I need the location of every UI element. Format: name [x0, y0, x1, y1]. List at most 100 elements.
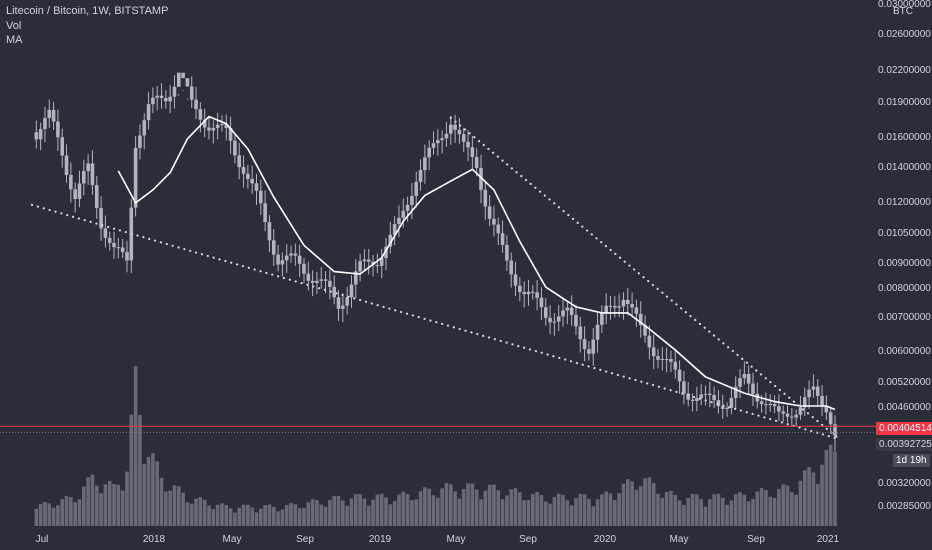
candle-body — [824, 406, 829, 413]
candle — [103, 215, 108, 248]
volume-bar — [280, 509, 285, 526]
candle-body — [94, 185, 99, 209]
volume-bar — [656, 493, 660, 526]
candle-body — [427, 147, 431, 158]
candle — [703, 385, 708, 406]
time-tick-label: Sep — [296, 534, 314, 545]
volume-bar — [401, 491, 406, 526]
volume-bar — [699, 499, 703, 526]
candle — [712, 386, 716, 409]
price-tick-label: 0.02600000 — [878, 29, 931, 40]
volume-bar — [595, 499, 600, 526]
candle — [453, 114, 457, 143]
candle — [129, 199, 134, 274]
candle-body — [336, 297, 341, 309]
candle-body — [202, 119, 207, 128]
candle — [828, 406, 833, 433]
candle-body — [790, 416, 794, 418]
candle — [172, 75, 177, 109]
volume-bar — [176, 486, 181, 526]
candle-body — [448, 124, 453, 134]
candle — [518, 277, 522, 302]
candle-body — [664, 358, 669, 360]
volume-bar — [768, 496, 773, 526]
candle — [457, 118, 462, 145]
volume-bar — [686, 497, 691, 526]
candle — [798, 395, 803, 420]
candle — [392, 215, 397, 246]
candle — [600, 305, 604, 334]
volume-bar — [220, 503, 224, 526]
volume-bar — [241, 504, 246, 526]
volume-bar — [392, 501, 397, 526]
candle — [267, 214, 272, 253]
candle-body — [250, 178, 254, 184]
price-tick-label: 0.02200000 — [878, 65, 931, 76]
volume-bar — [64, 495, 69, 526]
candle — [250, 165, 254, 194]
candle-body — [677, 369, 682, 382]
candle-body — [625, 299, 630, 305]
candle-body — [518, 285, 522, 293]
candle — [500, 220, 505, 253]
candle — [34, 120, 39, 149]
candle-body — [189, 86, 194, 100]
candle — [90, 150, 95, 195]
chart-title: Litecoin / Bitcoin, 1W, BITSTAMP — [6, 5, 169, 17]
volume-bar — [725, 504, 729, 526]
candle — [228, 116, 233, 154]
candle — [492, 205, 496, 237]
time-tick-label: Jul — [36, 534, 49, 545]
candle — [708, 381, 712, 408]
candle — [220, 115, 224, 132]
candle — [82, 159, 86, 196]
candle — [284, 244, 289, 273]
candle-body — [362, 259, 367, 262]
volume-bar — [539, 494, 544, 526]
candle-body — [384, 246, 388, 259]
price-tick-label: 0.00320000 — [878, 478, 931, 489]
candle-body — [634, 307, 639, 314]
candle — [466, 130, 470, 162]
time-tick-label: 2018 — [143, 534, 166, 545]
candle — [185, 78, 190, 100]
candle — [341, 293, 345, 323]
candle — [811, 374, 816, 398]
volume-bar — [366, 505, 371, 526]
candle — [690, 393, 695, 412]
candle — [535, 280, 539, 311]
candle-body — [116, 247, 121, 249]
candle-body — [366, 259, 371, 262]
candle-body — [73, 189, 77, 200]
volume-study-label[interactable]: Vol — [6, 20, 22, 32]
candle — [94, 176, 99, 219]
volume-bar — [509, 489, 514, 526]
candle-body — [703, 393, 708, 395]
candle — [397, 205, 401, 238]
candle-body — [811, 386, 816, 390]
candle-body — [539, 297, 544, 308]
ma-study-label[interactable]: MA — [6, 34, 23, 46]
volume-bar — [500, 499, 505, 526]
candle — [621, 292, 626, 320]
candle — [574, 304, 578, 336]
candle-body — [492, 218, 496, 225]
candle-body — [746, 373, 751, 384]
volume-bar — [690, 493, 695, 526]
candle-body — [638, 313, 643, 326]
candle-body — [695, 398, 699, 401]
volume-bar — [353, 494, 358, 526]
volume-bar — [561, 494, 565, 526]
candle-body — [414, 181, 419, 197]
volume-bar — [427, 488, 431, 526]
candle-body — [600, 312, 604, 325]
volume-bar — [107, 480, 112, 526]
volume-bar — [777, 489, 781, 526]
candle-body — [595, 324, 600, 340]
volume-bar — [94, 485, 99, 526]
candle — [630, 292, 634, 316]
volume-bar — [297, 508, 302, 526]
candle — [595, 312, 600, 353]
candle — [604, 293, 608, 325]
